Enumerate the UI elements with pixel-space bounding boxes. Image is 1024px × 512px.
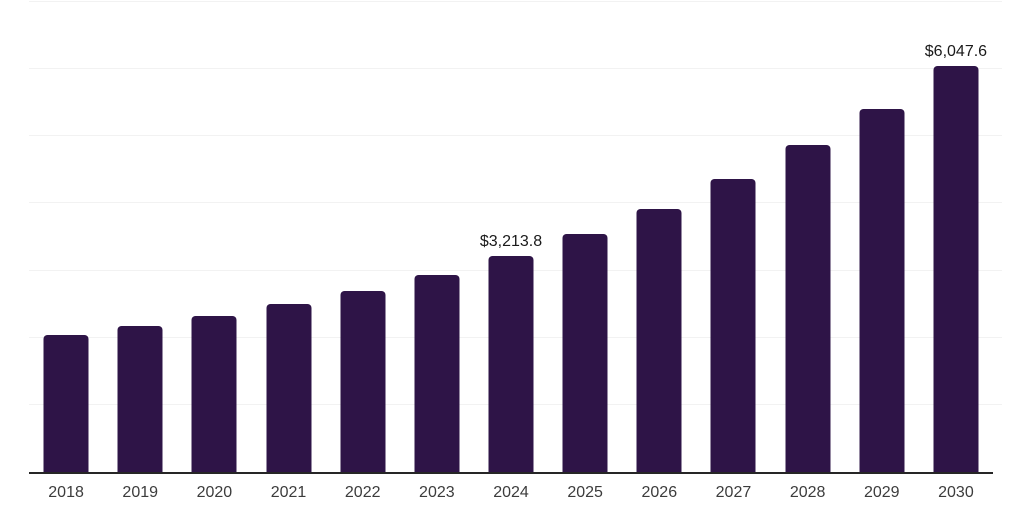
bar-2024[interactable] — [488, 256, 534, 472]
bar-value-label-2024: $3,213.8 — [479, 232, 543, 250]
gridline-7000 — [29, 1, 1002, 2]
x-tick-label-2028: 2028 — [789, 484, 826, 501]
bar-2025[interactable] — [562, 233, 608, 472]
bar-2028[interactable] — [785, 144, 831, 472]
gridline-5000 — [29, 135, 1002, 137]
plot-area: $3,213.8 $6,047.6 — [29, 1, 1002, 474]
x-tick-label-2021: 2021 — [270, 484, 307, 501]
bar-2027[interactable] — [710, 179, 756, 472]
gridline-6000 — [29, 68, 1002, 70]
x-tick-label-2020: 2020 — [196, 484, 233, 501]
x-tick-label-2027: 2027 — [715, 484, 752, 501]
bar-2026[interactable] — [636, 209, 682, 472]
bar-2029[interactable] — [859, 108, 905, 472]
bar-2022[interactable] — [340, 291, 386, 472]
x-tick-label-2025: 2025 — [567, 484, 603, 501]
bar-2019[interactable] — [117, 325, 163, 472]
x-axis-labels: 2018 2019 2020 2021 2022 2023 2024 2025 2026 2027… — [29, 483, 993, 507]
x-tick-label-2019: 2019 — [122, 484, 159, 501]
x-axis-line — [29, 472, 993, 474]
bar-2020[interactable] — [191, 315, 237, 472]
gridline-4000 — [29, 202, 1002, 204]
x-tick-label-2018: 2018 — [48, 484, 84, 501]
x-tick-label-2030: 2030 — [938, 484, 974, 501]
x-tick-label-2022: 2022 — [344, 484, 381, 501]
x-tick-label-2024: 2024 — [493, 484, 529, 501]
bar-value-label-2030: $6,047.6 — [924, 42, 988, 60]
bar-2021[interactable] — [266, 304, 312, 472]
bar-2030[interactable] — [933, 65, 979, 472]
bar-2018[interactable] — [43, 335, 89, 472]
x-tick-label-2026: 2026 — [641, 484, 678, 501]
x-tick-label-2023: 2023 — [419, 484, 455, 501]
bar-2023[interactable] — [414, 274, 460, 472]
x-tick-label-2029: 2029 — [863, 484, 900, 501]
